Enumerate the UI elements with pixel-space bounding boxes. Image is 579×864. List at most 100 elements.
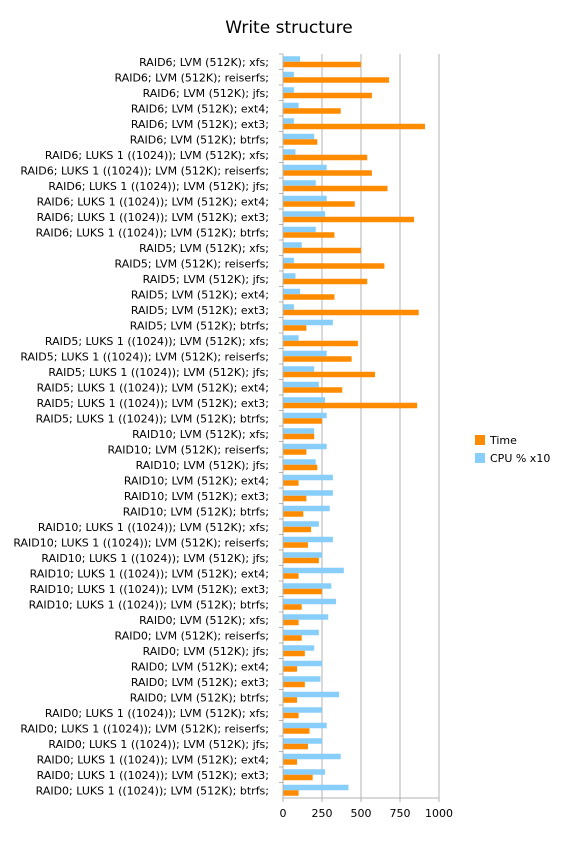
bar-cpu [283,521,319,527]
axes [279,53,440,802]
bar-time [283,526,312,533]
category-label: RAID6; LUKS 1 ((1024)); LVM (512K); ext4… [37,195,269,208]
x-tick-label: 0 [280,807,287,820]
bar-cpu [283,211,326,217]
category-label: RAID6; LUKS 1 ((1024)); LVM (512K); jfs; [48,180,269,193]
bar-time [283,480,299,486]
bar-time [283,340,358,347]
bar-cpu [283,87,294,93]
bar-time [283,588,322,595]
bar-time [283,743,308,750]
legend-label: CPU % x10 [490,452,550,465]
bar-time [283,294,335,300]
category-label: RAID5; LVM (512K); xfs; [139,242,269,255]
category-label: RAID5; LUKS 1 ((1024)); LVM (512K); reis… [20,350,269,363]
bar-time [283,61,361,68]
bar-time [283,232,335,238]
bar-time [283,619,299,626]
bar-time [283,402,418,409]
bar-time [283,681,305,688]
category-label: RAID6; LUKS 1 ((1024)); LVM (512K); xfs; [45,149,269,162]
bar-time [283,433,315,440]
bar-time [283,495,307,502]
bar-time [283,511,304,517]
category-label: RAID0; LUKS 1 ((1024)); LVM (512K); btrf… [36,784,269,797]
bar-time [283,216,415,223]
bar-time [283,278,368,285]
category-label: RAID0; LUKS 1 ((1024)); LVM (512K); ext4… [37,753,269,766]
category-label: RAID10; LUKS 1 ((1024)); LVM (512K); rei… [13,536,269,549]
category-label: RAID10; LVM (512K); ext4; [124,474,269,487]
x-tick-label: 1000 [425,807,453,820]
bar-cpu [283,242,302,248]
category-label: RAID5; LUKS 1 ((1024)); LVM (512K); ext3… [37,397,269,410]
bar-cpu [283,273,296,279]
category-label: RAID0; LVM (512K); ext3; [131,676,269,689]
bar-cpu [283,567,344,574]
category-label: RAID0; LUKS 1 ((1024)); LVM (512K); reis… [20,722,269,735]
category-label: RAID5; LUKS 1 ((1024)); LVM (512K); ext4… [37,381,269,394]
category-label: RAID0; LVM (512K); ext4; [131,660,269,673]
bar-cpu [283,645,315,651]
x-tick-label: 750 [390,807,411,820]
bar-time [283,542,308,548]
bar-time [283,247,361,254]
bar-time [283,201,355,207]
category-label: RAID6; LVM (512K); ext4; [131,102,269,115]
bar-cpu [283,676,321,682]
bar-cpu [283,691,340,698]
bar-cpu [283,505,330,512]
bar-cpu [283,133,315,140]
category-label: RAID10; LVM (512K); btrfs; [123,505,269,518]
bar-cpu [283,738,322,744]
bar-cpu [283,397,326,403]
bar-cpu [283,428,315,434]
bar-time [283,387,343,393]
bar-cpu [283,350,327,357]
bar-cpu [283,784,349,791]
bar-time [283,697,298,703]
chart-title: Write structure [225,18,352,38]
bar-cpu [283,366,315,372]
bar-cpu [283,257,294,264]
category-label: RAID0; LUKS 1 ((1024)); LVM (512K); ext3… [37,769,269,782]
category-label: RAID0; LVM (512K); reiserfs; [115,629,270,642]
category-label: RAID5; LUKS 1 ((1024)); LVM (512K); jfs; [48,366,269,379]
bar-cpu [283,412,327,419]
category-label: RAID5; LVM (512K); ext3; [131,304,269,317]
legend-swatch [475,453,485,463]
bar-cpu [283,102,299,109]
bar-cpu [283,459,316,465]
category-label: RAID5; LUKS 1 ((1024)); LVM (512K); btrf… [36,412,269,425]
bar-time [283,464,318,471]
bar-time [283,449,307,455]
category-label: RAID6; LVM (512K); ext3; [131,118,269,131]
bar-time [283,325,307,331]
bar-time [283,790,299,796]
category-label: RAID5; LVM (512K); ext4; [131,288,269,301]
bar-time [283,728,310,734]
bars [283,56,425,796]
bar-time [283,123,425,130]
category-label: RAID10; LUKS 1 ((1024)); LVM (512K); ext… [30,583,269,596]
bar-cpu [283,707,322,713]
category-label: RAID5; LVM (512K); btrfs; [130,319,269,332]
bar-time [283,774,313,781]
x-tick-label: 500 [351,807,372,820]
bar-cpu [283,583,332,589]
bar-time [283,759,298,765]
bar-cpu [283,56,301,62]
category-label: RAID10; LUKS 1 ((1024)); LVM (512K); ext… [30,567,269,580]
category-label: RAID0; LUKS 1 ((1024)); LVM (512K); xfs; [45,707,269,720]
bar-cpu [283,598,337,605]
category-label: RAID6; LVM (512K); jfs; [143,87,269,100]
bar-cpu [283,474,333,481]
bar-cpu [283,288,301,295]
category-label: RAID6; LVM (512K); reiserfs; [115,71,270,84]
bar-cpu [283,304,294,310]
x-tick-labels: 0 250 500 750 1000 [280,807,454,820]
bar-time [283,263,385,269]
bar-cpu [283,195,327,202]
bar-cpu [283,443,327,450]
category-label: RAID0; LVM (512K); xfs; [139,614,269,627]
